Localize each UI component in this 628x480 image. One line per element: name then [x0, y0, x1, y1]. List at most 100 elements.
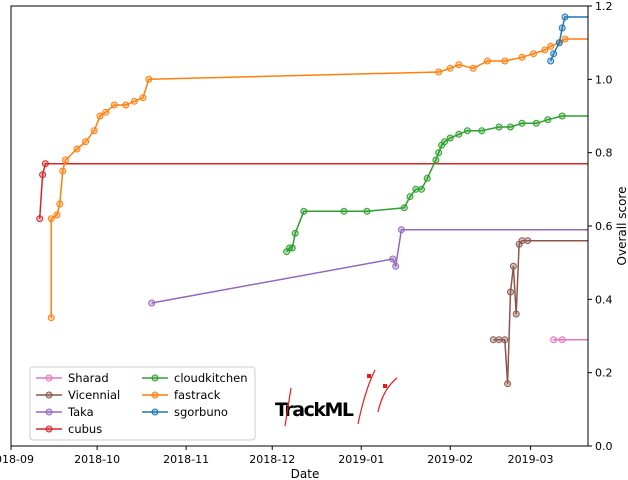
logo-track-red-1 [284, 387, 292, 427]
y-tick-label: 0.4 [595, 293, 613, 306]
series-line-taka [151, 228, 588, 304]
series-point-sharad [558, 336, 566, 344]
series-point-fastrack [139, 94, 147, 102]
legend-label-vicennial: Vicennial [68, 388, 120, 402]
logo-track-red-3 [377, 377, 398, 413]
y-tick-label: 0.6 [595, 220, 613, 233]
series-point-vicennial [504, 380, 512, 388]
series-point-cloudkitchen [544, 116, 552, 124]
series-point-cloudkitchen [412, 185, 420, 193]
y-axis-label: Overall score [615, 187, 628, 266]
series-line-sgorbuno [550, 16, 588, 62]
x-tick-label: 2018-12 [249, 453, 295, 466]
series-point-cloudkitchen [507, 123, 514, 131]
series-line-fastrack [50, 38, 588, 318]
series-point-cloudkitchen [400, 204, 408, 212]
plot-area [36, 13, 588, 388]
series-point-fastrack [484, 57, 491, 65]
series-point-fastrack [47, 314, 55, 322]
series-point-cubus [41, 160, 49, 168]
y-tick-label: 0.2 [595, 367, 613, 380]
series-point-sgorbuno [561, 13, 569, 21]
series-point-cubus [36, 215, 44, 223]
x-tick-label: 2018-11 [163, 453, 209, 466]
series-point-cloudkitchen [446, 134, 454, 142]
series-point-sgorbuno [555, 39, 563, 47]
series-point-taka [392, 262, 400, 270]
series-point-taka [148, 299, 156, 307]
y-tick-label: 1.2 [595, 0, 613, 13]
y-tick-label: 0.0 [595, 440, 613, 453]
series-point-vicennial [524, 237, 532, 245]
series-point-fastrack [82, 138, 90, 146]
series-point-vicennial [518, 237, 526, 245]
series-point-cloudkitchen [363, 207, 371, 215]
series-point-fastrack [59, 167, 67, 175]
series-line-cloudkitchen [286, 115, 588, 253]
series-point-taka [397, 226, 405, 234]
legend-marker-taka [45, 408, 53, 416]
series-point-cloudkitchen [518, 119, 526, 127]
x-tick-label: 2018-10 [74, 453, 120, 466]
series-point-cloudkitchen [463, 127, 471, 135]
series-point-cloudkitchen [300, 207, 308, 215]
x-axis-label: Date [291, 467, 320, 480]
logo-hit-2 [383, 384, 387, 388]
series-point-fastrack [501, 57, 509, 65]
series-point-vicennial [509, 262, 517, 270]
series-point-fastrack [90, 127, 98, 135]
series-point-fastrack [455, 61, 463, 69]
axes: 2018-09 2018-10 2018-11 2018-12 2019-01 2019-… [0, 0, 613, 466]
series-point-fastrack [53, 211, 61, 219]
y-tick-label: 1.0 [595, 73, 613, 86]
series-point-vicennial [501, 336, 509, 344]
series-point-fastrack [446, 64, 454, 72]
legend-label-sharad: Sharad [68, 371, 109, 385]
series-point-fastrack [130, 97, 138, 105]
x-tick-label: 2019-03 [508, 453, 554, 466]
legend-marker-fastrack [151, 391, 159, 399]
legend-label-sgorbuno: sgorbuno [174, 405, 228, 419]
logo-hit-1 [367, 374, 371, 378]
series-point-cloudkitchen [495, 123, 503, 131]
series-point-cloudkitchen [418, 185, 425, 193]
series-point-cloudkitchen [423, 174, 431, 182]
series-point-sharad [550, 336, 558, 344]
series-point-fastrack [561, 35, 569, 43]
series-point-fastrack [547, 42, 555, 50]
legend-box [29, 366, 256, 441]
legend-label-taka: Taka [67, 405, 94, 419]
trackml-logo: TrackML [275, 369, 398, 427]
series-point-cloudkitchen [291, 229, 299, 237]
series-point-fastrack [47, 215, 55, 223]
legend-label-fastrack: fastrack [174, 388, 221, 402]
series-point-cloudkitchen [478, 127, 486, 135]
series-point-cubus [39, 171, 47, 179]
legend: Sharad Vicennial Taka cubus cloudkitchen fast… [29, 366, 256, 441]
series-point-fastrack [122, 101, 130, 109]
series-point-cloudkitchen [435, 149, 443, 157]
series-point-fastrack [96, 112, 104, 120]
series-point-fastrack [62, 156, 69, 164]
series-point-fastrack [56, 200, 64, 208]
x-tick-label: 2018-09 [0, 453, 34, 466]
series-point-cloudkitchen [532, 119, 540, 127]
series-line-vicennial [493, 239, 588, 385]
series-point-fastrack [73, 145, 81, 153]
y-tick-label: 0.8 [595, 147, 613, 160]
series-point-fastrack [110, 101, 118, 109]
legend-label-cubus: cubus [68, 422, 102, 436]
series-point-fastrack [102, 108, 110, 116]
series-point-cloudkitchen [288, 244, 296, 252]
series-point-fastrack [530, 50, 537, 58]
logo-text: TrackML [275, 399, 354, 421]
series-point-fastrack [145, 75, 153, 83]
series-point-cloudkitchen [441, 138, 448, 146]
series-point-fastrack [518, 53, 526, 61]
series-point-fastrack [435, 68, 443, 76]
legend-marker-sharad [45, 374, 53, 382]
series-point-vicennial [507, 288, 514, 296]
series-point-vicennial [489, 336, 497, 344]
series-point-cloudkitchen [432, 156, 440, 164]
